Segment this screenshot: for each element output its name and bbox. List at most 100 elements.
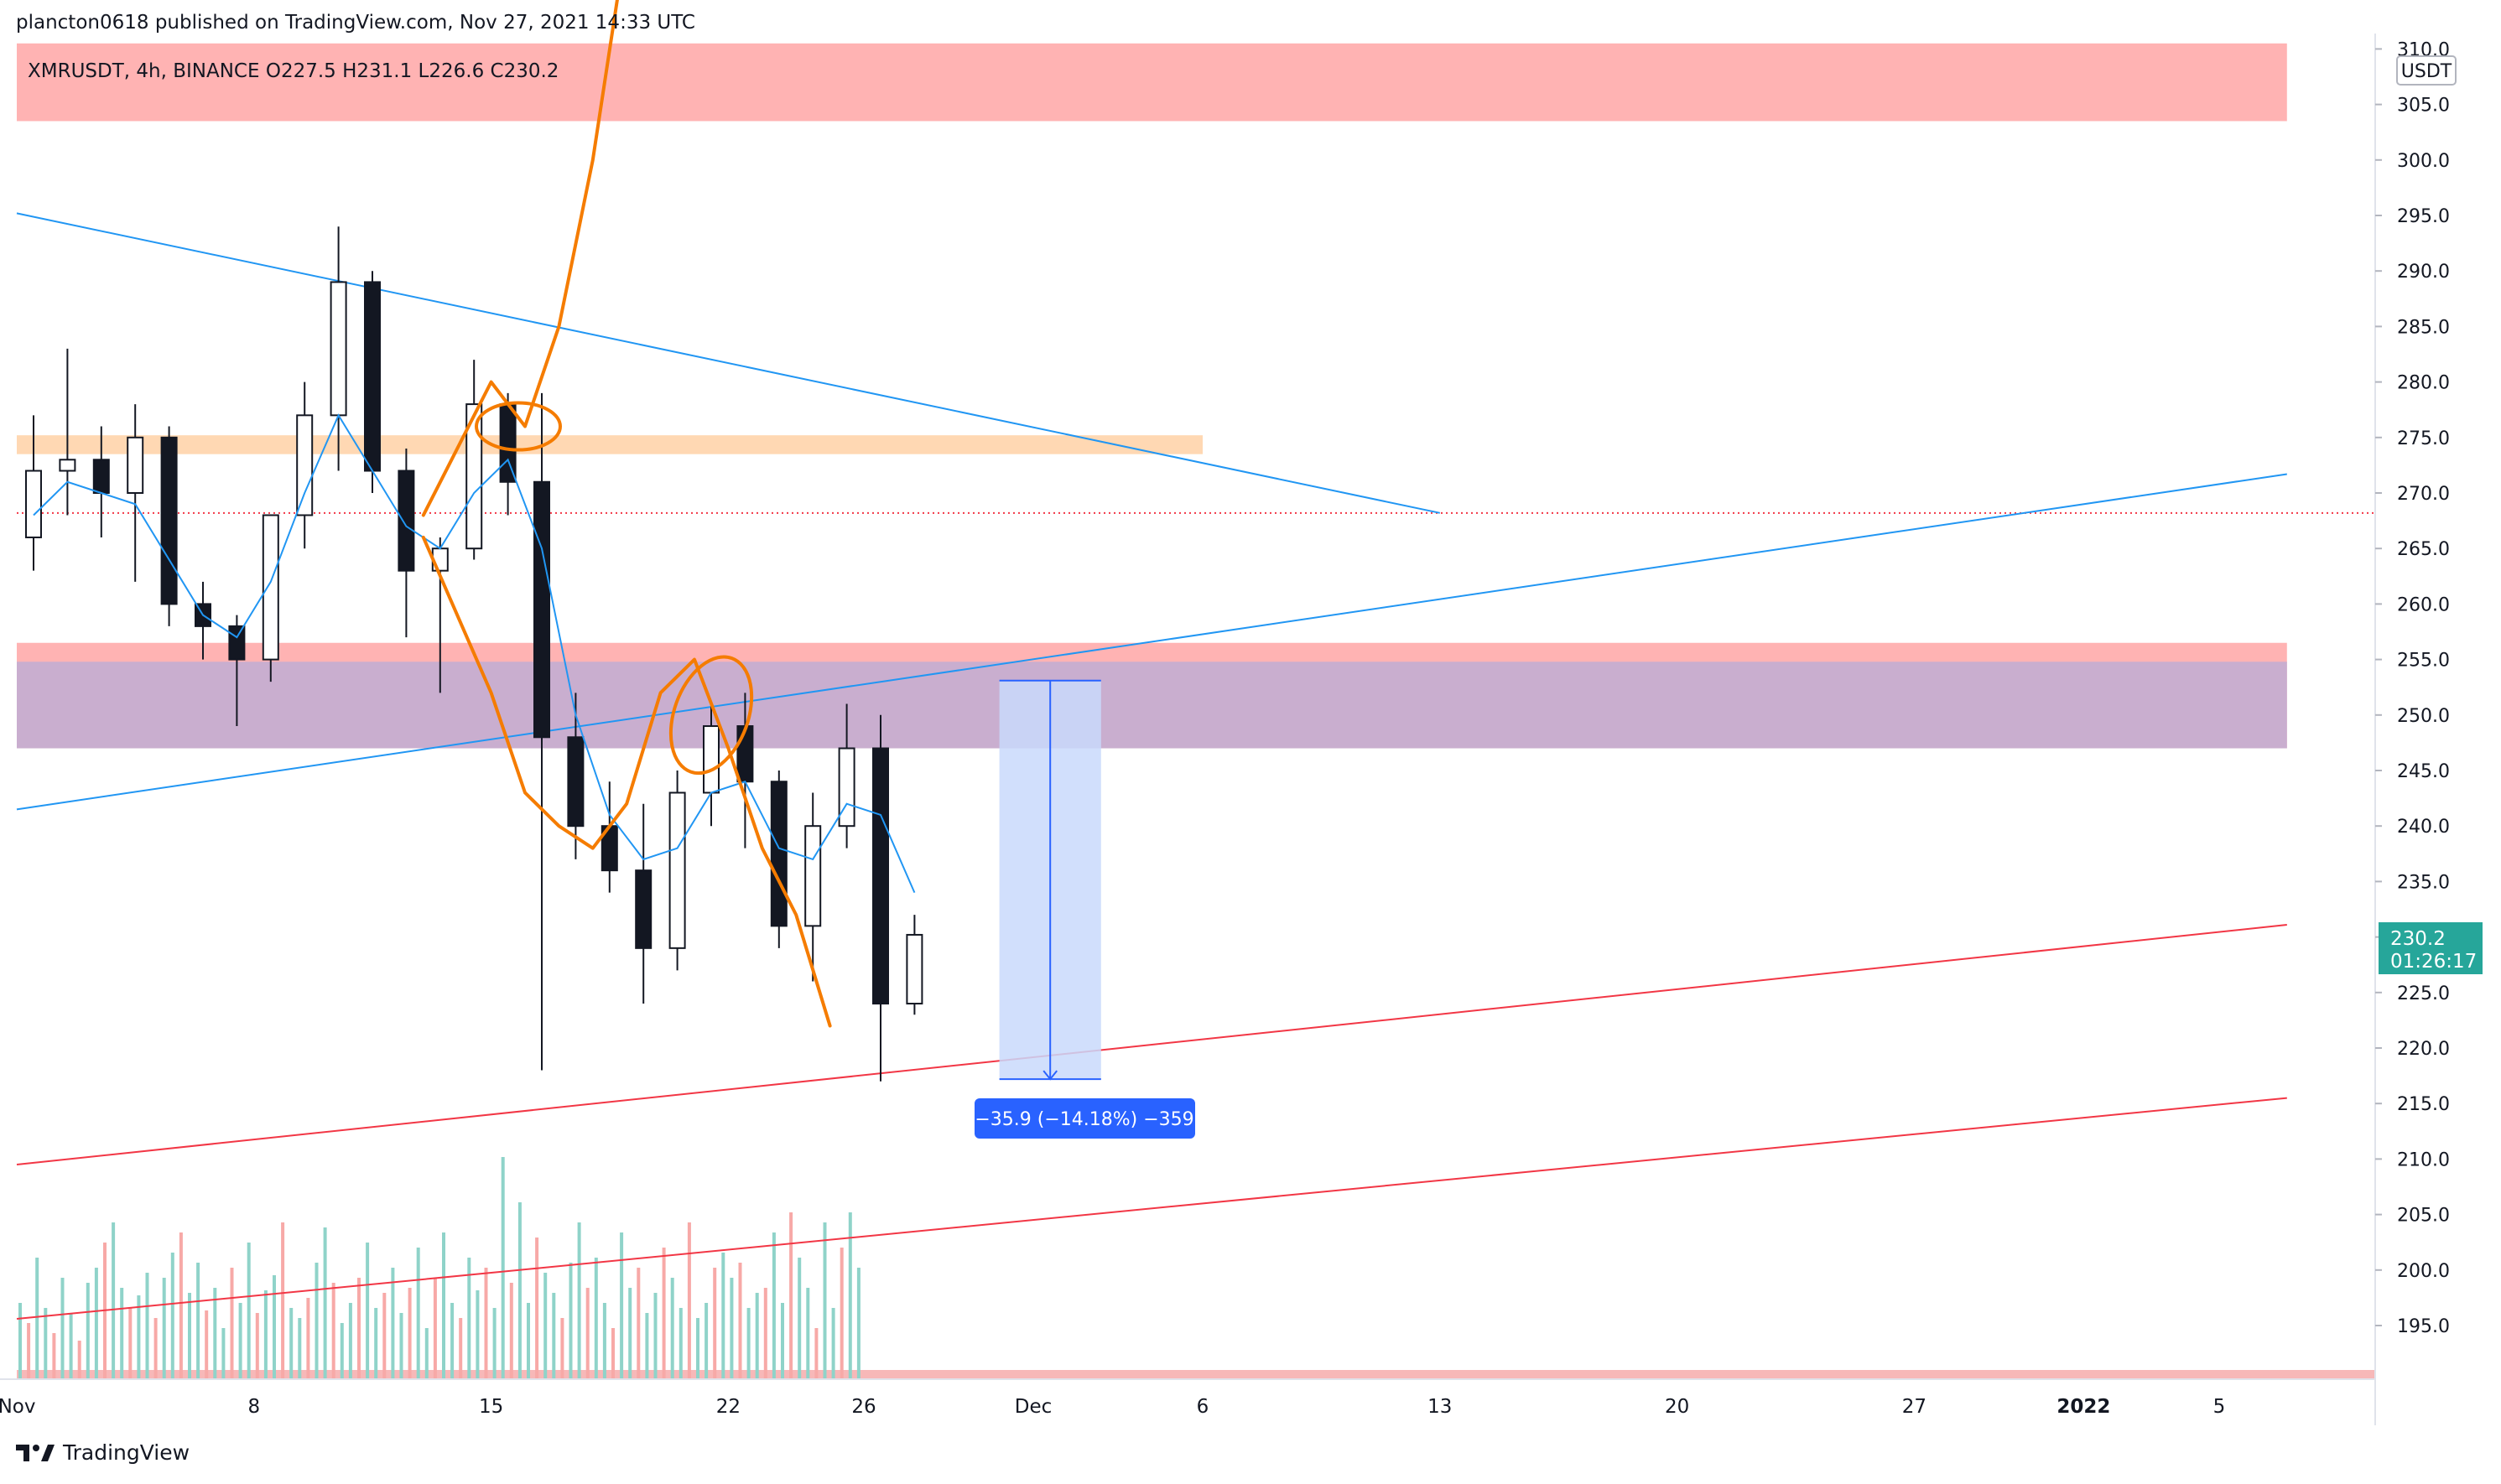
candle-body [92,459,110,495]
volume-bar [798,1258,802,1378]
ma-line [33,413,916,894]
measure-arrow-head [1043,1070,1058,1081]
volume-bar [408,1288,412,1378]
resistance-zone-top[interactable] [17,43,2287,122]
volume-bar [789,1212,793,1378]
blue-descending[interactable] [16,212,1441,514]
orange-zone[interactable] [17,435,1203,454]
volume-bar [238,1303,242,1378]
volume-bar [730,1278,734,1378]
volume-bar [128,1308,133,1378]
freehand-drawings[interactable] [421,0,832,1028]
price-tick-label: 250.0 [2397,706,2450,727]
volume-bar [424,1328,429,1378]
price-tick-label: 225.0 [2397,983,2450,1004]
candle-body [364,281,381,472]
volume-bar [374,1308,378,1378]
price-tick-label: 265.0 [2397,539,2450,560]
volume-bar [746,1308,751,1378]
candle-body [838,747,855,828]
volume-bar [120,1288,124,1378]
measure-badge[interactable] [975,1098,1195,1139]
volume-bar [213,1288,217,1378]
volume-bar [594,1258,598,1378]
symbol-legend[interactable]: XMRUSDT, 4h, BINANCE O227.5 H231.1 L226.… [28,60,559,82]
currency-box[interactable] [2396,55,2457,86]
volume-bar [366,1243,370,1378]
measure-badge-text: −35.9 (−14.18%) −359 [975,1109,1193,1130]
red-upper[interactable] [16,924,2287,1166]
volume-bar [323,1227,327,1378]
volume-bar [577,1222,581,1378]
volume-bar [517,1202,522,1378]
red-lower[interactable] [16,1097,2287,1321]
tradingview-logo[interactable]: TradingView [16,1440,190,1465]
volume-bar [781,1303,784,1378]
candle-body [465,403,483,550]
orange-arc-up[interactable] [421,0,627,517]
volume-bar [679,1308,683,1378]
volume-bar [281,1222,285,1378]
volume-bar [205,1310,209,1378]
price-tick-label: 200.0 [2397,1261,2450,1282]
volume-bar [721,1253,725,1378]
volume-bar [670,1278,674,1378]
blue-ascending[interactable] [16,473,2287,811]
volume-bar [433,1278,437,1378]
volume-bar [416,1248,420,1378]
volume-bar [687,1222,691,1378]
price-tick-label: 245.0 [2397,761,2450,782]
volume-bar [255,1313,259,1378]
measure-tool[interactable] [999,679,1101,1081]
volume-bar [848,1212,852,1378]
volume-bar [247,1243,251,1378]
moving-average [33,413,916,894]
candle-body [872,747,889,1005]
volume-bar [442,1232,445,1378]
time-tick-label: 15 [479,1396,503,1418]
volume-bar [112,1222,116,1378]
volume-bar [602,1303,606,1378]
time-tick-label: 6 [1197,1396,1209,1418]
volume-bar [585,1288,590,1378]
candle-body [770,781,788,927]
trend-lines[interactable] [16,212,2287,1321]
price-tick-label: 210.0 [2397,1149,2450,1170]
orange-circle-middle[interactable] [656,646,767,784]
time-tick-label: 27 [1902,1396,1926,1418]
purple-zone[interactable] [17,662,2287,749]
candle-body [330,281,347,417]
time-tick-label: 5 [2213,1396,2226,1418]
price-tick-label: 305.0 [2397,96,2450,117]
candle-body [668,791,686,949]
volume-bar [509,1283,513,1378]
orange-arc-down[interactable] [421,535,832,1028]
price-tick-label: 205.0 [2397,1206,2450,1227]
volume-bar [137,1295,141,1378]
candle-body [160,436,178,605]
volume-bar [170,1253,174,1378]
time-tick-label: 2022 [2056,1396,2110,1418]
volume-bar [823,1222,827,1378]
volume-bar [230,1268,234,1378]
volume-bar [450,1303,455,1378]
volume-bar [696,1318,699,1378]
time-tick-label: 8 [247,1396,260,1418]
volume-bar [153,1318,158,1378]
price-axis[interactable] [2375,34,2501,1425]
price-zones [17,43,2375,1378]
volume-bar [348,1303,352,1378]
time-axis-ticks: Nov 8 15 22 26 Dec 6 13 20 27 2022 5 [0,1396,2225,1418]
volume-bar [179,1232,183,1378]
orange-circle-top[interactable] [475,401,562,452]
volume-bar [645,1313,649,1378]
volume-bar [69,1313,73,1378]
candlestick-series [25,226,923,1082]
volume-bar [289,1308,294,1378]
volume-bar [273,1275,276,1378]
price-axis-ticks: 195.0200.0205.0210.0215.0220.0225.0230.0… [2375,39,2450,1337]
price-tick-label: 270.0 [2397,484,2450,505]
currency-label: USDT [2401,61,2452,82]
volume-bar [552,1293,556,1378]
